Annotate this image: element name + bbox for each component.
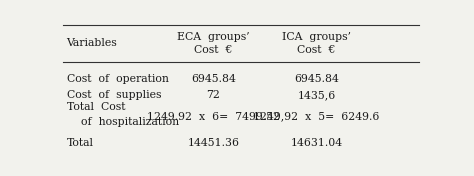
Text: 72: 72	[207, 90, 220, 100]
Text: ICA  groups’
Cost  €: ICA groups’ Cost €	[282, 32, 351, 55]
Text: of  hospitalization: of hospitalization	[82, 117, 180, 127]
Text: 14631.04: 14631.04	[291, 138, 342, 148]
Text: Variables: Variables	[66, 39, 118, 48]
Text: 1249,92  x  5=  6249.6: 1249,92 x 5= 6249.6	[253, 112, 380, 122]
Text: 1249.92  x  6=  7499.52: 1249.92 x 6= 7499.52	[147, 112, 280, 122]
Text: Cost  of  supplies: Cost of supplies	[66, 90, 161, 100]
Text: 6945.84: 6945.84	[294, 74, 339, 84]
Text: Cost  of  operation: Cost of operation	[66, 74, 168, 84]
Text: Total: Total	[66, 138, 93, 148]
Text: 1435,6: 1435,6	[297, 90, 336, 100]
Text: ECA  groups’
Cost  €: ECA groups’ Cost €	[177, 32, 250, 55]
Text: 14451.36: 14451.36	[188, 138, 239, 148]
Text: Total  Cost: Total Cost	[66, 102, 125, 112]
Text: 6945.84: 6945.84	[191, 74, 236, 84]
